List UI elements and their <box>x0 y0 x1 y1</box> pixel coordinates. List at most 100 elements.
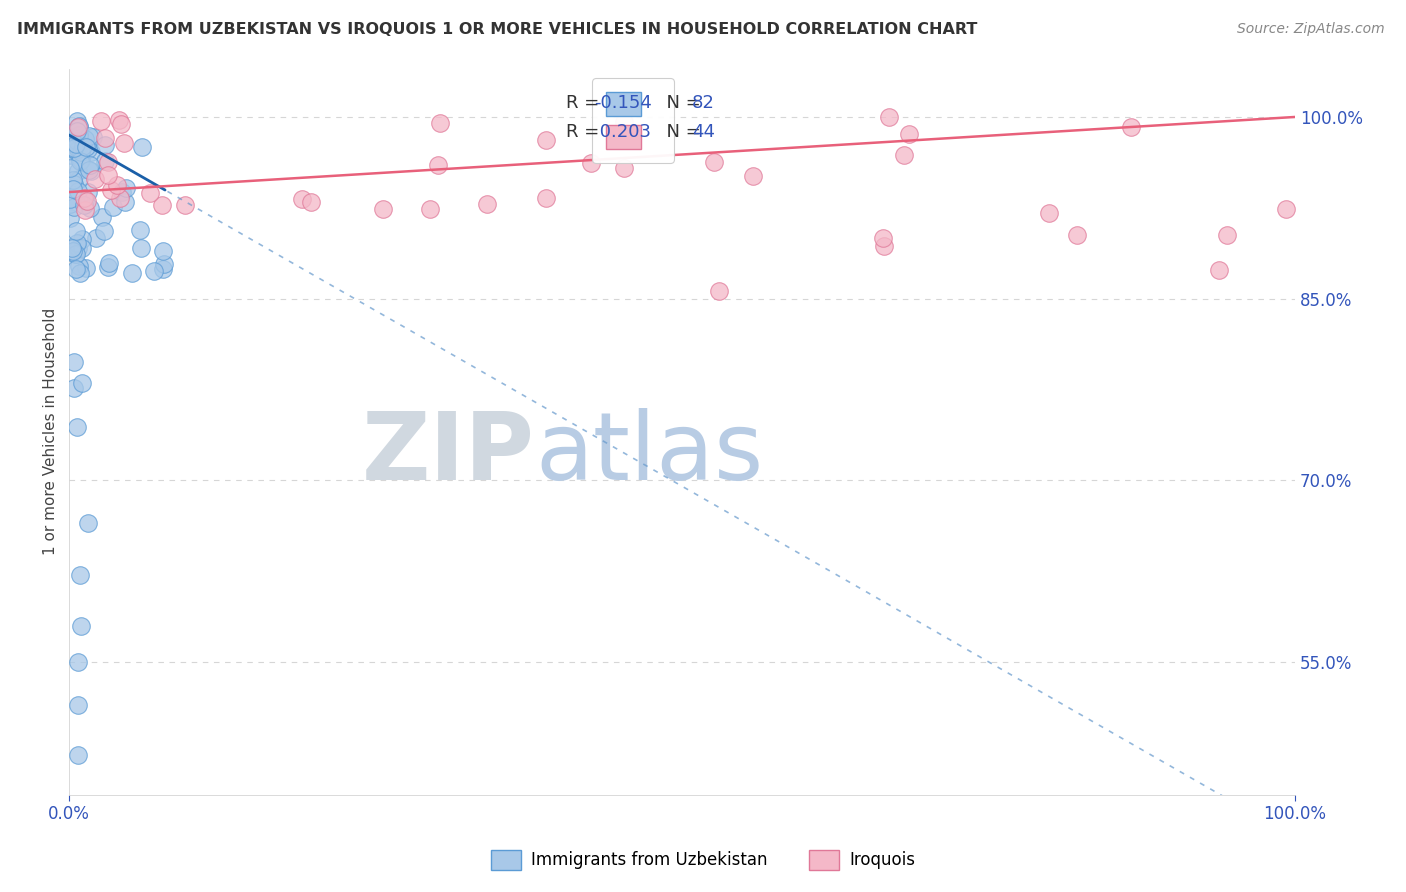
Point <box>90 211 112 225</box>
Point <box>75 202 97 217</box>
Text: N =: N = <box>655 123 707 141</box>
Point <box>67 655 90 669</box>
Point <box>131 140 153 154</box>
Point <box>84 231 107 245</box>
Point <box>105 178 128 192</box>
Point <box>93 138 115 153</box>
Point <box>65 262 87 277</box>
Text: 0.203: 0.203 <box>593 123 651 141</box>
Point <box>97 256 120 270</box>
Point <box>536 191 558 205</box>
Point <box>93 224 115 238</box>
Point <box>62 200 84 214</box>
Point <box>707 285 730 299</box>
Point <box>1208 262 1230 277</box>
Point <box>97 168 120 182</box>
Point <box>75 140 97 154</box>
Point <box>66 124 89 138</box>
Point <box>97 260 120 275</box>
Point <box>67 163 90 178</box>
Point <box>1275 202 1298 217</box>
Point <box>66 236 89 251</box>
Point <box>1038 206 1060 220</box>
Point <box>79 162 101 177</box>
Point <box>613 115 636 129</box>
Point <box>60 147 83 161</box>
Point <box>100 183 122 197</box>
Text: R =: R = <box>565 123 605 141</box>
Point <box>429 116 451 130</box>
Point <box>613 161 636 176</box>
Point <box>66 419 89 434</box>
Point <box>79 201 101 215</box>
Point <box>475 196 498 211</box>
Point <box>121 266 143 280</box>
Point <box>67 120 90 134</box>
Point <box>76 516 98 530</box>
Point <box>65 224 87 238</box>
Text: N =: N = <box>655 94 707 112</box>
Point <box>67 171 90 186</box>
Point <box>65 136 87 151</box>
Point <box>69 154 91 169</box>
Point <box>1216 228 1239 243</box>
Point <box>67 120 90 134</box>
Point <box>62 182 84 196</box>
Point <box>77 142 100 156</box>
Point <box>62 355 84 369</box>
Point <box>76 194 98 208</box>
Point <box>67 119 90 133</box>
Point <box>75 260 97 275</box>
Point <box>80 145 103 160</box>
Point <box>139 186 162 200</box>
Point <box>112 136 135 150</box>
Point <box>1121 120 1143 135</box>
Point <box>73 132 96 146</box>
Point <box>70 232 93 246</box>
Point <box>1066 228 1088 243</box>
Text: Source: ZipAtlas.com: Source: ZipAtlas.com <box>1237 22 1385 37</box>
Point <box>898 127 921 141</box>
Point <box>66 747 89 762</box>
Point <box>143 264 166 278</box>
Point <box>114 194 136 209</box>
Text: 82: 82 <box>692 94 714 112</box>
Point <box>872 231 894 245</box>
Point <box>703 154 725 169</box>
Point <box>69 128 91 142</box>
Y-axis label: 1 or more Vehicles in Household: 1 or more Vehicles in Household <box>44 308 58 556</box>
Text: atlas: atlas <box>536 408 763 500</box>
Point <box>70 376 93 390</box>
Text: R =: R = <box>565 94 605 112</box>
Point <box>174 198 197 212</box>
Point <box>129 242 152 256</box>
Point <box>63 142 86 156</box>
Point <box>103 200 125 214</box>
Text: IMMIGRANTS FROM UZBEKISTAN VS IROQUOIS 1 OR MORE VEHICLES IN HOUSEHOLD CORRELATI: IMMIGRANTS FROM UZBEKISTAN VS IROQUOIS 1… <box>17 22 977 37</box>
Point <box>291 193 314 207</box>
Point <box>66 114 89 128</box>
Point <box>70 153 93 167</box>
Point <box>152 261 174 276</box>
Point <box>108 191 131 205</box>
Point <box>534 133 557 147</box>
Point <box>419 202 441 216</box>
Point <box>63 141 86 155</box>
Point <box>62 173 84 187</box>
Legend: , : , <box>592 78 673 162</box>
Point <box>581 156 603 170</box>
Point <box>877 110 900 124</box>
Point <box>79 158 101 172</box>
Point <box>152 244 174 258</box>
Point <box>70 619 93 633</box>
Text: 44: 44 <box>692 123 714 141</box>
Point <box>67 184 90 198</box>
Point <box>84 172 107 186</box>
Point <box>97 155 120 169</box>
Point <box>62 244 84 259</box>
Point <box>67 241 90 255</box>
Point <box>63 246 86 260</box>
Point <box>742 169 765 183</box>
Point <box>66 134 89 148</box>
Point <box>70 241 93 255</box>
